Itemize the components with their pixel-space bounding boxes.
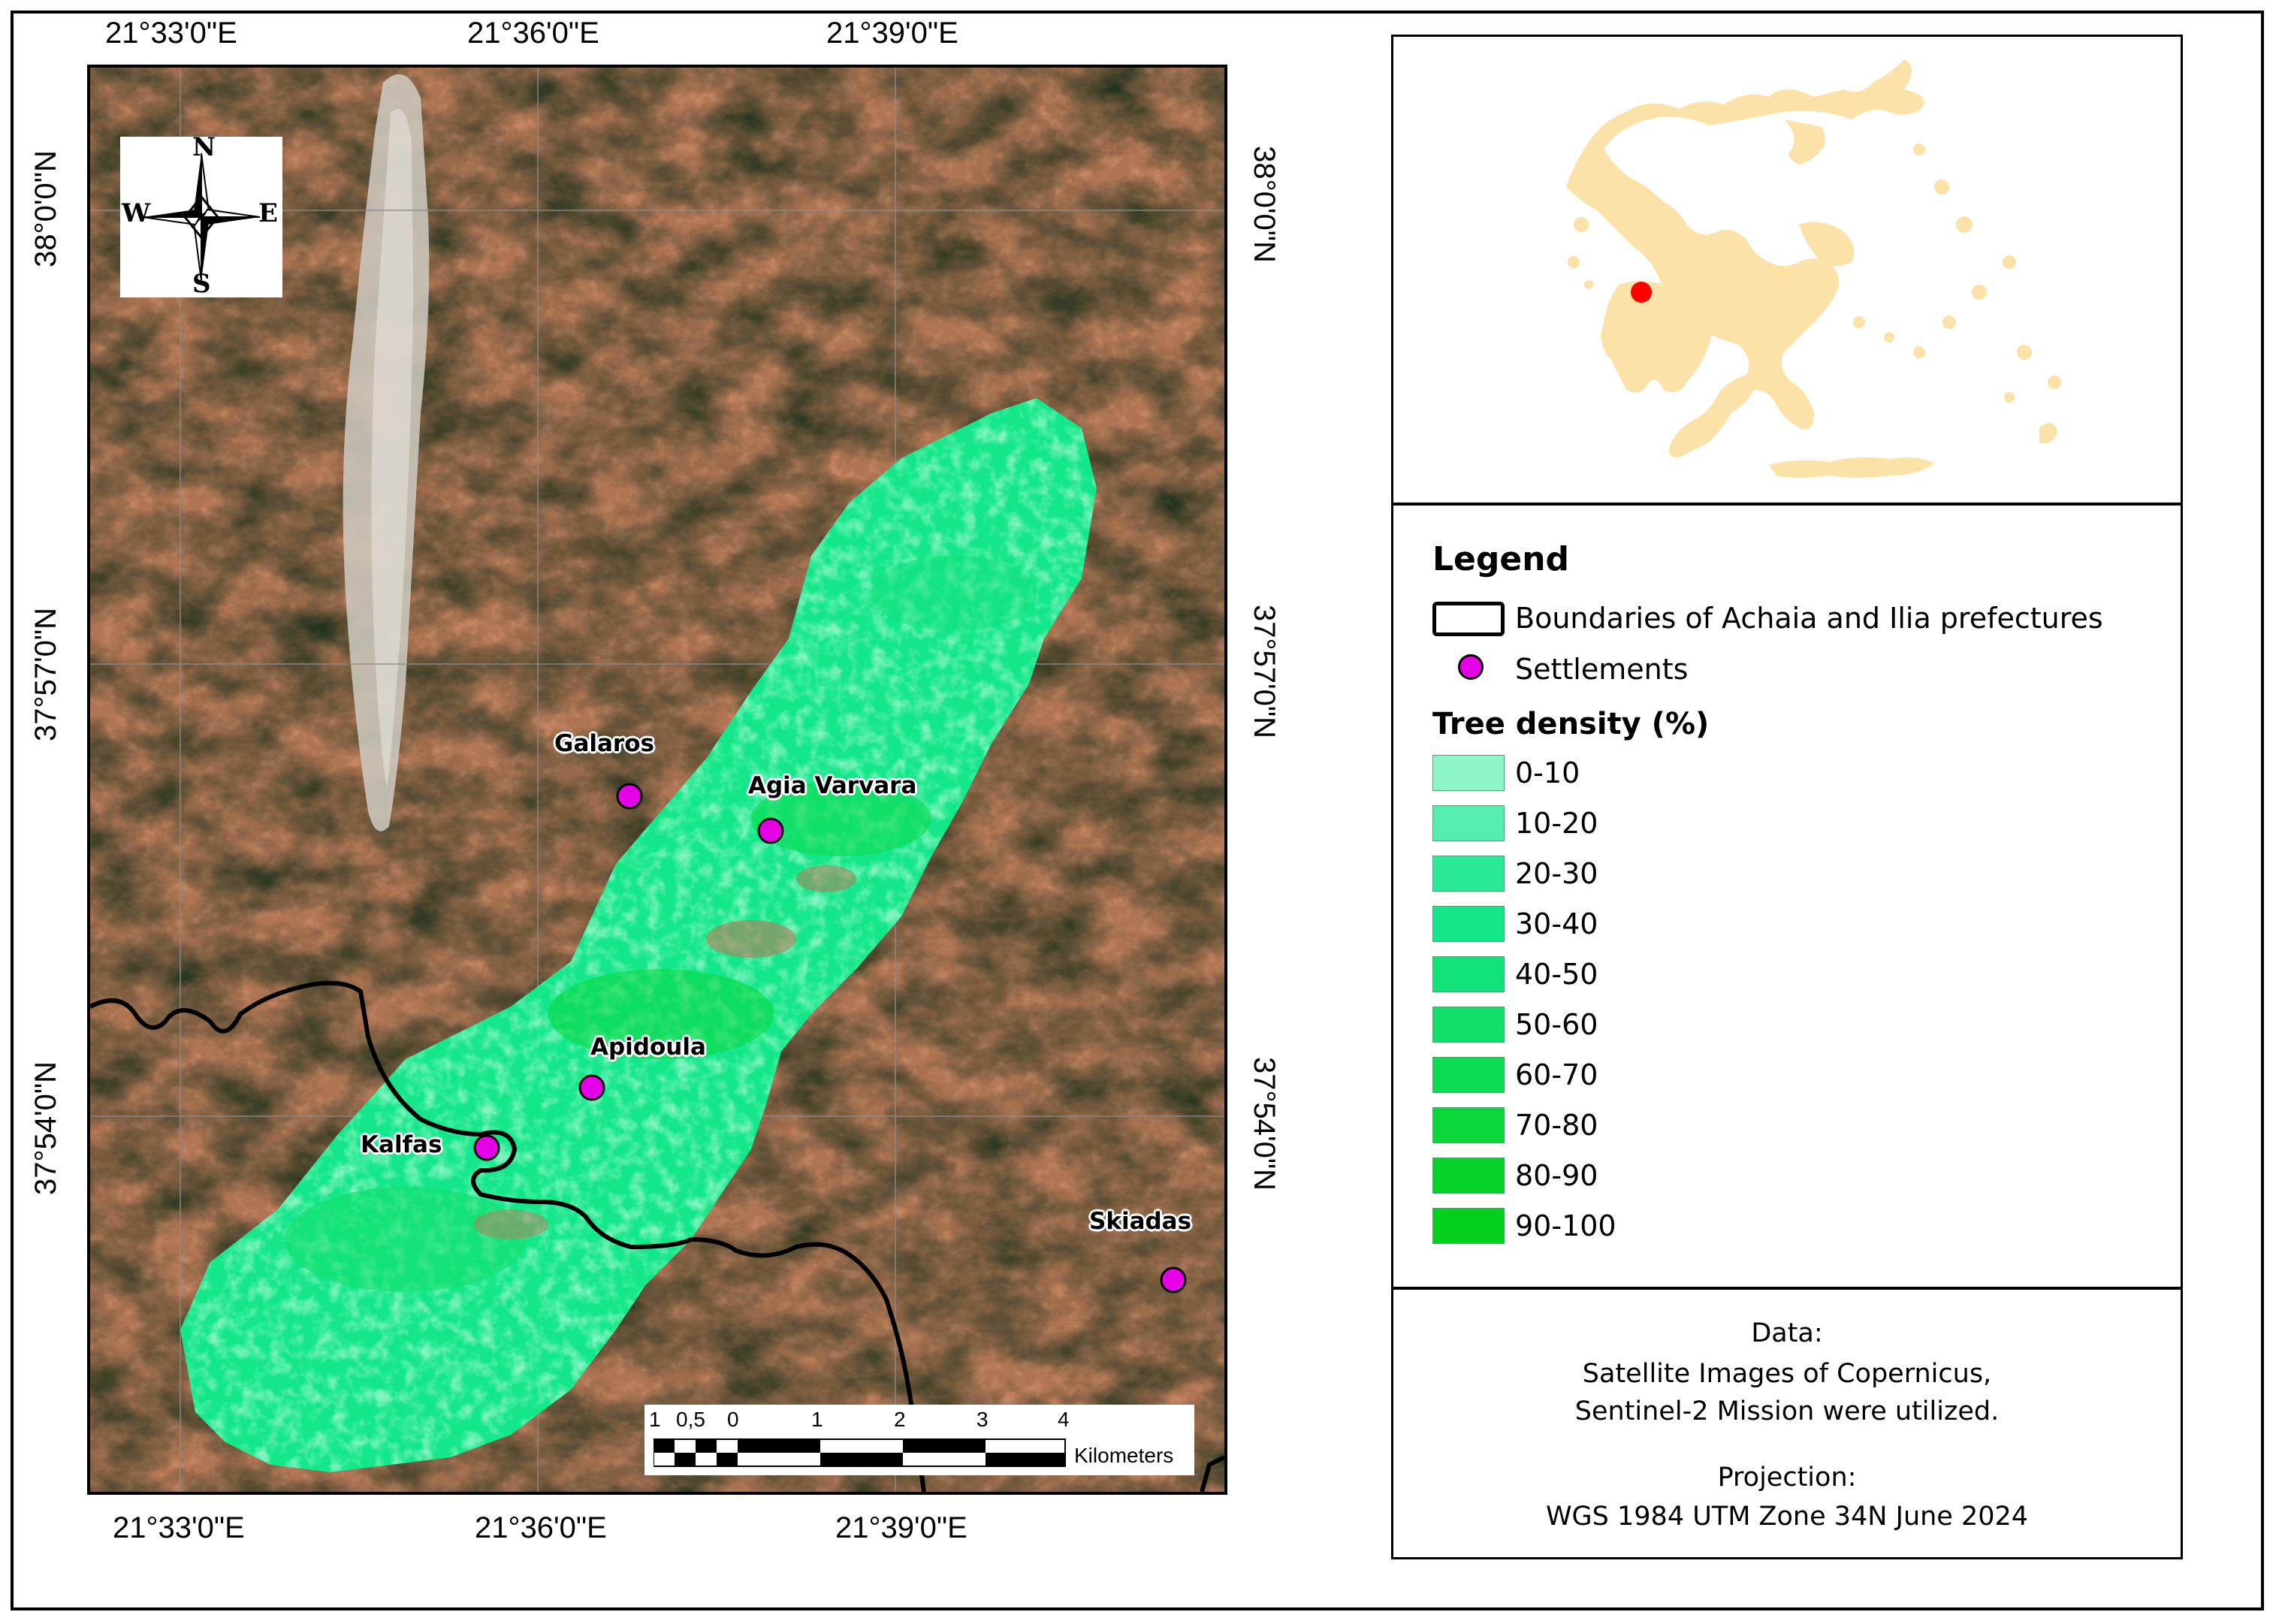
settlement-markers: [473, 783, 1187, 1293]
legend-class-swatch: [1432, 755, 1505, 791]
settlement-label-agia-varvara: Agia Varvara: [748, 772, 917, 799]
legend-title: Legend: [1432, 540, 1570, 578]
legend-class-swatch: [1432, 1208, 1505, 1244]
data-source-line2: Sentinel-2 Mission were utilized.: [1574, 1396, 2000, 1426]
satellite-basemap: [90, 68, 1224, 1492]
settlement-marker-skiadas[interactable]: [1160, 1266, 1187, 1293]
legend-density-title: Tree density (%): [1432, 707, 1710, 741]
legend-class-swatch: [1432, 956, 1505, 992]
compass-north-label: N: [192, 132, 216, 162]
projection-value: WGS 1984 UTM Zone 34N June 2024: [1545, 1502, 2029, 1532]
compass-west-label: W: [122, 198, 151, 228]
lon-label-top-2: 21°36'0"E: [467, 17, 599, 50]
settlement-marker-kalfas[interactable]: [473, 1134, 500, 1161]
settlement-label-skiadas: Skiadas: [1089, 1208, 1192, 1235]
scale-bar-graphic: [654, 1438, 1066, 1467]
legend-class-label: 80-90: [1515, 1159, 1598, 1192]
compass-south-label: S: [192, 269, 211, 299]
legend-class-label: 60-70: [1515, 1058, 1598, 1091]
lat-label-left-1: 38°0'0"N: [29, 150, 62, 267]
scale-tick-label: 4: [1058, 1408, 1070, 1431]
lon-label-bottom-2: 21°36'0"E: [475, 1511, 607, 1544]
scale-tick-label: 2: [894, 1408, 906, 1431]
legend-class-swatch: [1432, 856, 1505, 892]
lat-label-right-3: 37°54'0"N: [1248, 1057, 1281, 1191]
scale-tick-label: 1: [811, 1408, 823, 1431]
settlement-marker-apidoula[interactable]: [578, 1074, 605, 1101]
north-arrow: N S E W: [120, 132, 282, 299]
lon-label-top-1: 21°33'0"E: [105, 17, 237, 50]
legend-settlement-label: Settlements: [1515, 653, 1689, 686]
legend-panel: Legend Boundaries of Achaia and Ilia pre…: [1391, 503, 2183, 1289]
prefecture-boundary: [90, 980, 926, 1492]
data-heading: Data:: [1751, 1318, 1823, 1348]
legend-class-swatch: [1432, 1057, 1505, 1093]
legend-boundary-label: Boundaries of Achaia and Ilia prefecture…: [1515, 602, 2103, 635]
legend-class-label: 10-20: [1515, 807, 1598, 840]
scale-tick-label: 1: [649, 1408, 661, 1431]
main-map[interactable]: [87, 65, 1227, 1495]
legend-settlement-marker: [1458, 654, 1484, 680]
legend-class-label: 0-10: [1515, 756, 1580, 789]
figure-border: [11, 11, 2264, 1610]
settlement-label-galaros: Galaros: [554, 730, 654, 757]
settlement-marker-agia-varvara[interactable]: [757, 817, 784, 844]
legend-class-label: 70-80: [1515, 1109, 1598, 1142]
greece-outline: [1566, 59, 2061, 478]
legend-class-label: 90-100: [1515, 1209, 1616, 1242]
lat-label-left-3: 37°54'0"N: [29, 1061, 62, 1195]
data-note-panel: Data: Satellite Images of Copernicus, Se…: [1391, 1287, 2183, 1559]
compass-east-label: E: [258, 198, 278, 228]
lat-label-left-2: 37°57'0"N: [29, 608, 62, 741]
lon-label-bottom-3: 21°39'0"E: [835, 1511, 967, 1544]
legend-class-label: 20-30: [1515, 857, 1598, 890]
lon-label-bottom-1: 21°33'0"E: [113, 1511, 245, 1544]
scale-tick-label: 0: [727, 1408, 739, 1431]
settlement-label-apidoula: Apidoula: [590, 1034, 706, 1061]
legend-boundary-swatch: [1432, 602, 1505, 636]
settlement-label-kalfas: Kalfas: [361, 1131, 442, 1158]
scale-bar: 1 0,5 0 1 2 3 4 Kilometers: [644, 1405, 1194, 1475]
scale-tick-label: 0,5: [676, 1408, 705, 1431]
inset-locator-map[interactable]: [1391, 35, 2183, 505]
projection-heading: Projection:: [1717, 1463, 1857, 1493]
lat-label-right-1: 38°0'0"N: [1248, 146, 1281, 263]
scale-tick-label: 3: [976, 1408, 989, 1431]
lon-label-top-3: 21°39'0"E: [826, 17, 958, 50]
legend-class-label: 30-40: [1515, 907, 1598, 940]
legend-class-swatch: [1432, 1107, 1505, 1143]
legend-class-swatch: [1432, 1158, 1505, 1194]
compass-rose-icon: [142, 152, 261, 282]
legend-class-swatch: [1432, 1007, 1505, 1043]
legend-class-label: 50-60: [1515, 1008, 1598, 1041]
legend-class-label: 40-50: [1515, 958, 1598, 991]
data-source-line1: Satellite Images of Copernicus,: [1582, 1359, 1992, 1389]
study-area-marker[interactable]: [1631, 282, 1652, 303]
settlement-marker-galaros[interactable]: [616, 783, 643, 810]
legend-class-swatch: [1432, 805, 1505, 841]
lat-label-right-2: 37°57'0"N: [1248, 605, 1281, 738]
legend-class-swatch: [1432, 906, 1505, 942]
scale-unit-label: Kilometers: [1074, 1444, 1174, 1467]
